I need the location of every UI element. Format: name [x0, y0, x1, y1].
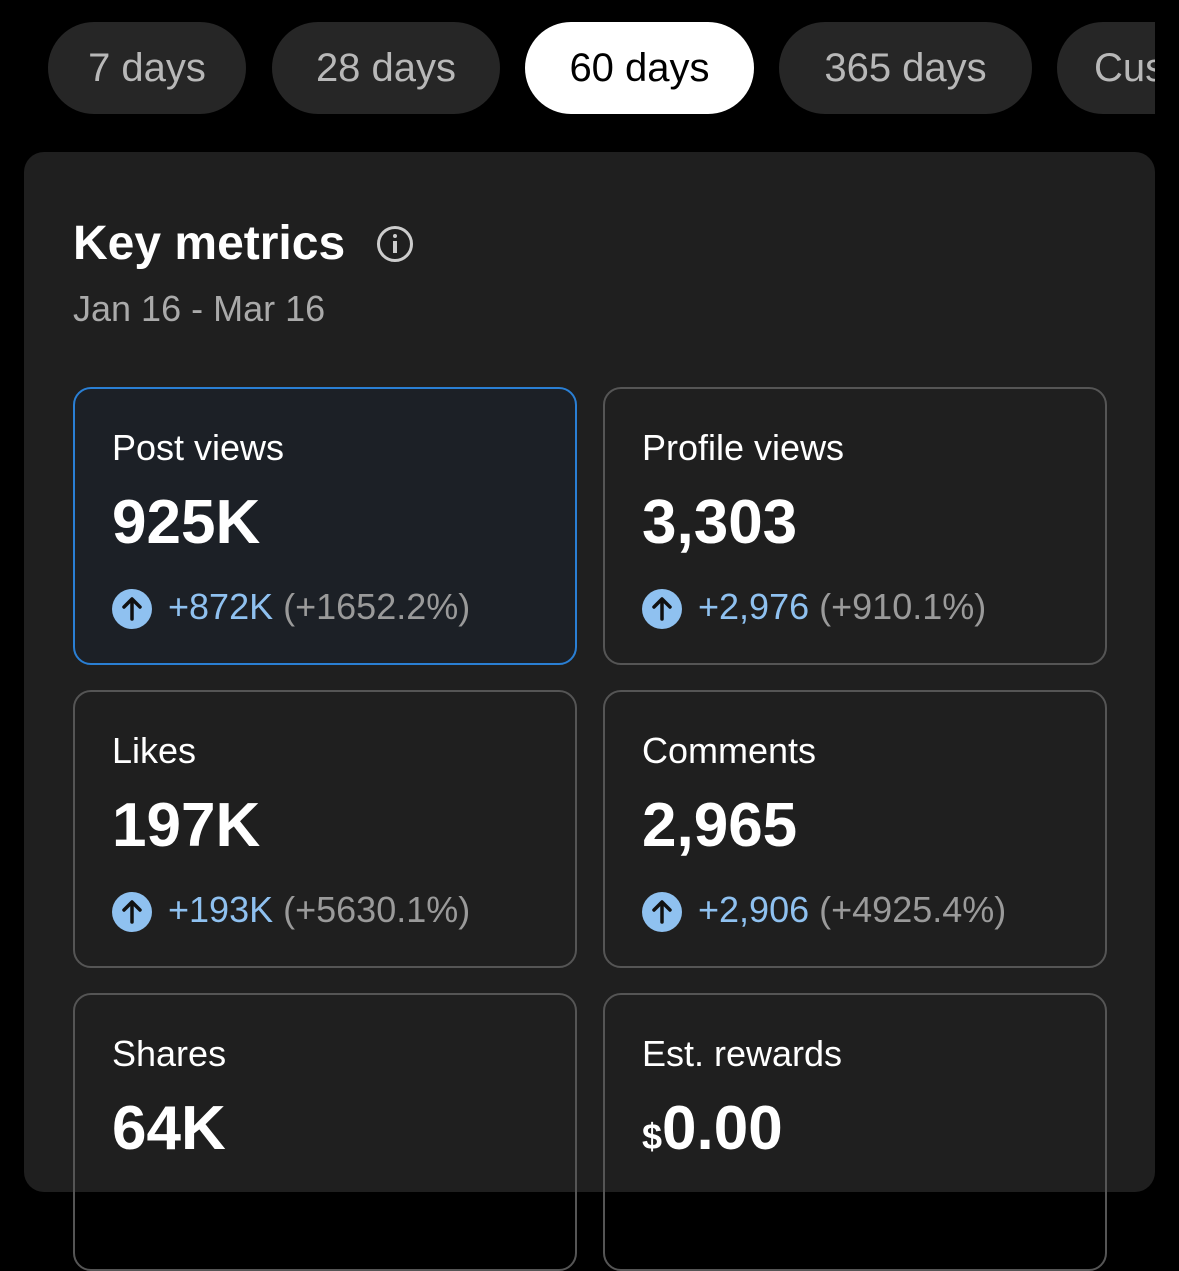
period-tab[interactable]: 365 days [779, 22, 1032, 114]
up-arrow-icon [112, 892, 152, 933]
metric-value: 197K [112, 790, 260, 861]
change-percent: (+1652.2%) [283, 586, 471, 627]
metric-label: Likes [112, 730, 197, 771]
metric-value: $0.00 [642, 1093, 783, 1164]
period-tabs: 7 days 28 days 60 days 365 days Custom [0, 22, 1155, 114]
screen: 7 days 28 days 60 days 365 days Custom Key m… [0, 22, 1155, 1271]
metric-card[interactable]: Comments 2,965 +2,906 (+4925.4%) [603, 690, 1107, 968]
change-percent: (+4925.4%) [819, 889, 1007, 930]
metric-value: 2,965 [642, 790, 797, 861]
metric-value: 3,303 [642, 487, 797, 558]
metric-number: 2,965 [642, 791, 798, 860]
change-percent: (+910.1%) [819, 586, 987, 627]
currency-symbol: $ [642, 1116, 663, 1157]
metric-change: +872K (+1652.2%) [112, 585, 471, 630]
metric-change: +2,906 (+4925.4%) [642, 888, 1007, 933]
metric-label: Post views [112, 427, 285, 468]
metric-number: 0.00 [662, 1094, 783, 1163]
change-amount: +872K [168, 586, 274, 627]
metric-number: 3,303 [642, 488, 798, 557]
metric-number: 64K [112, 1094, 226, 1163]
period-tab[interactable]: 28 days [272, 22, 500, 114]
period-tab[interactable]: 60 days [525, 22, 754, 114]
metric-label: Profile views [642, 427, 845, 468]
info-icon[interactable] [377, 226, 413, 262]
metric-card[interactable]: Shares 64K [73, 993, 577, 1271]
metric-label: Comments [642, 730, 817, 771]
change-percent: (+5630.1%) [283, 889, 471, 930]
metric-value: 64K [112, 1093, 226, 1164]
period-tab[interactable]: 7 days [48, 22, 246, 114]
metric-label: Shares [112, 1033, 227, 1074]
period-tab[interactable]: Custom [1057, 22, 1155, 114]
metric-number: 925K [112, 488, 261, 557]
metric-change: +193K (+5630.1%) [112, 888, 471, 933]
metric-number: 197K [112, 791, 261, 860]
metric-card[interactable]: Profile views 3,303 +2,976 (+910.1%) [603, 387, 1107, 665]
panel-title: Key metrics [73, 217, 346, 270]
metric-change: +2,976 (+910.1%) [642, 585, 987, 630]
metric-label: Est. rewards [642, 1033, 843, 1074]
metric-card[interactable]: Post views 925K +872K (+1652.2%) [73, 387, 577, 665]
up-arrow-icon [642, 892, 682, 933]
key-metrics-panel: Key metrics Jan 16 - Mar 16 Post views 92… [24, 152, 1155, 1271]
up-arrow-icon [642, 589, 682, 630]
change-amount: +2,906 [698, 889, 810, 930]
date-range: Jan 16 - Mar 16 [73, 288, 326, 329]
up-arrow-icon [112, 589, 152, 630]
metric-card[interactable]: Est. rewards $0.00 [603, 993, 1107, 1271]
change-amount: +193K [168, 889, 274, 930]
metric-value: 925K [112, 487, 260, 558]
change-amount: +2,976 [698, 586, 810, 627]
metric-card[interactable]: Likes 197K +193K (+5630.1%) [73, 690, 577, 968]
